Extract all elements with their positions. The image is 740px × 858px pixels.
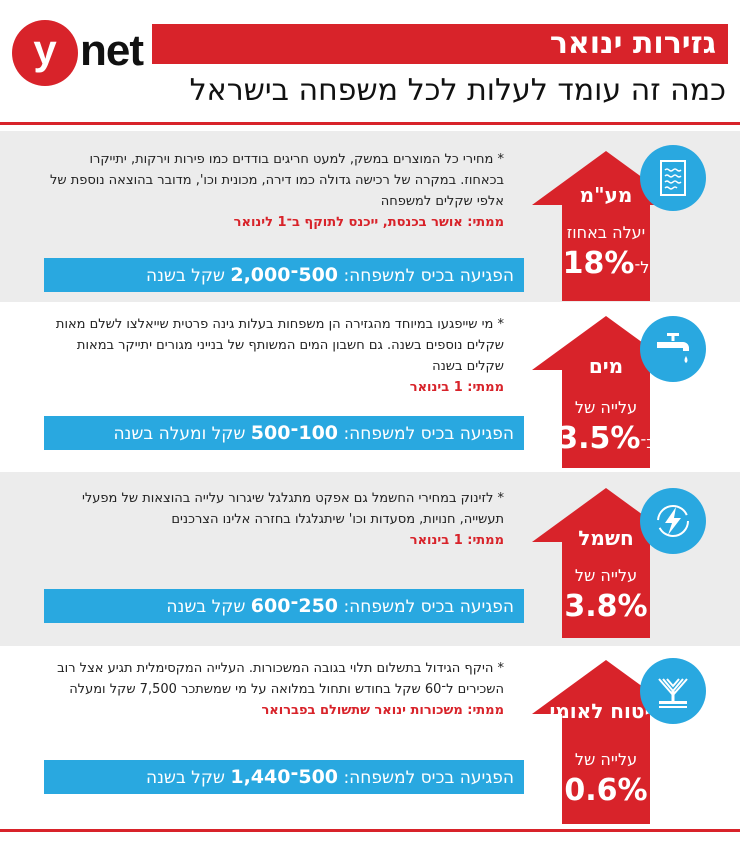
item-description: * מי שייפגעו במיוחד מהגזירה הן משפחות בע… (55, 317, 504, 374)
ynet-logo: y net (12, 20, 144, 86)
impact-prefix: הפגיעה בכיס למשפחה: (343, 266, 514, 286)
page-title: גזירות ינואר (152, 24, 728, 64)
change-prefix: ל־ (634, 258, 650, 277)
top-divider (0, 122, 740, 125)
item-effective-date: ממתי: משכורות ינואר שתשולם בפברואר (261, 703, 504, 718)
item-panel-vat: * מחירי כל המוצרים במשק, למעט חריגים בוד… (0, 131, 740, 302)
change-value: 18% (562, 246, 635, 281)
impact-suffix: שקל בשנה (145, 768, 225, 788)
item-name: ביטוח לאומי (549, 699, 663, 723)
item-effective-date: ממתי: אושר בכנסת, ייכנס לתוקף ב־1 לינואר (233, 215, 504, 230)
page-subtitle: כמה זה עומד לעלות לכל משפחה בישראל (189, 73, 726, 108)
impact-range: 100־500 (250, 422, 339, 444)
item-name: מע"מ (579, 183, 633, 207)
impact-range: 500־2,000 (230, 264, 339, 286)
item-panel-water: * מי שייפגעו במיוחד מהגזירה הן משפחות בע… (0, 302, 740, 472)
item-panel-national-insurance: * היקף הגידול בתשלום תלוי בגובה המשכורות… (0, 646, 740, 829)
impact-suffix: שקל בשנה (166, 597, 246, 617)
item-effective-date: ממתי: 1 בינואר (409, 380, 504, 395)
item-name: מים (588, 354, 624, 378)
change-label: יעלה באחוז (566, 223, 646, 242)
bottom-divider (0, 829, 740, 832)
item-description-block: * מי שייפגעו במיוחד מהגזירה הן משפחות בע… (44, 314, 504, 398)
item-description-block: * מחירי כל המוצרים במשק, למעט חריגים בוד… (44, 149, 504, 233)
impact-suffix: שקל בשנה (145, 266, 225, 286)
change-prefix: כ־ (640, 433, 655, 452)
change-label: עלייה של (574, 750, 638, 769)
item-description-block: * היקף הגידול בתשלום תלוי בגובה המשכורות… (44, 658, 504, 721)
impact-pill: הפגיעה בכיס למשפחה: 100־500 שקל ומעלה בש… (44, 416, 524, 450)
item-description: * לזינוק במחירי החשמל גם אפקט מתגלגל שיג… (82, 491, 504, 527)
change-label: עלייה של (574, 398, 638, 417)
lightning-icon (640, 488, 706, 554)
impact-suffix: שקל ומעלה בשנה (113, 424, 246, 444)
impact-prefix: הפגיעה בכיס למשפחה: (343, 597, 514, 617)
item-effective-date: ממתי: 1 בינואר (409, 533, 504, 548)
faucet-icon (640, 316, 706, 382)
change-value: 3.5% (557, 421, 641, 456)
item-panel-electricity: * לזינוק במחירי החשמל גם אפקט מתגלגל שיג… (0, 472, 740, 646)
item-name: חשמל (578, 526, 634, 550)
impact-prefix: הפגיעה בכיס למשפחה: (343, 424, 514, 444)
change-label: עלייה של (574, 566, 638, 585)
impact-pill: הפגיעה בכיס למשפחה: 500־2,000 שקל בשנה (44, 258, 524, 292)
impact-prefix: הפגיעה בכיס למשפחה: (343, 768, 514, 788)
impact-range: 250־600 (250, 595, 339, 617)
item-description-block: * לזינוק במחירי החשמל גם אפקט מתגלגל שיג… (44, 488, 504, 551)
logo-y: y (33, 26, 57, 73)
document-icon (640, 145, 706, 211)
national-insurance-logo-icon (640, 658, 706, 724)
item-description: * מחירי כל המוצרים במשק, למעט חריגים בוד… (49, 152, 504, 209)
impact-pill: הפגיעה בכיס למשפחה: 500־1,440 שקל בשנה (44, 760, 524, 794)
item-description: * היקף הגידול בתשלום תלוי בגובה המשכורות… (57, 661, 504, 697)
logo-net: net (80, 26, 144, 75)
impact-pill: הפגיעה בכיס למשפחה: 250־600 שקל בשנה (44, 589, 524, 623)
change-value: 3.8% (564, 589, 648, 624)
logo-circle (12, 20, 78, 86)
impact-range: 500־1,440 (230, 766, 339, 788)
change-value: 0.6% (564, 773, 648, 808)
